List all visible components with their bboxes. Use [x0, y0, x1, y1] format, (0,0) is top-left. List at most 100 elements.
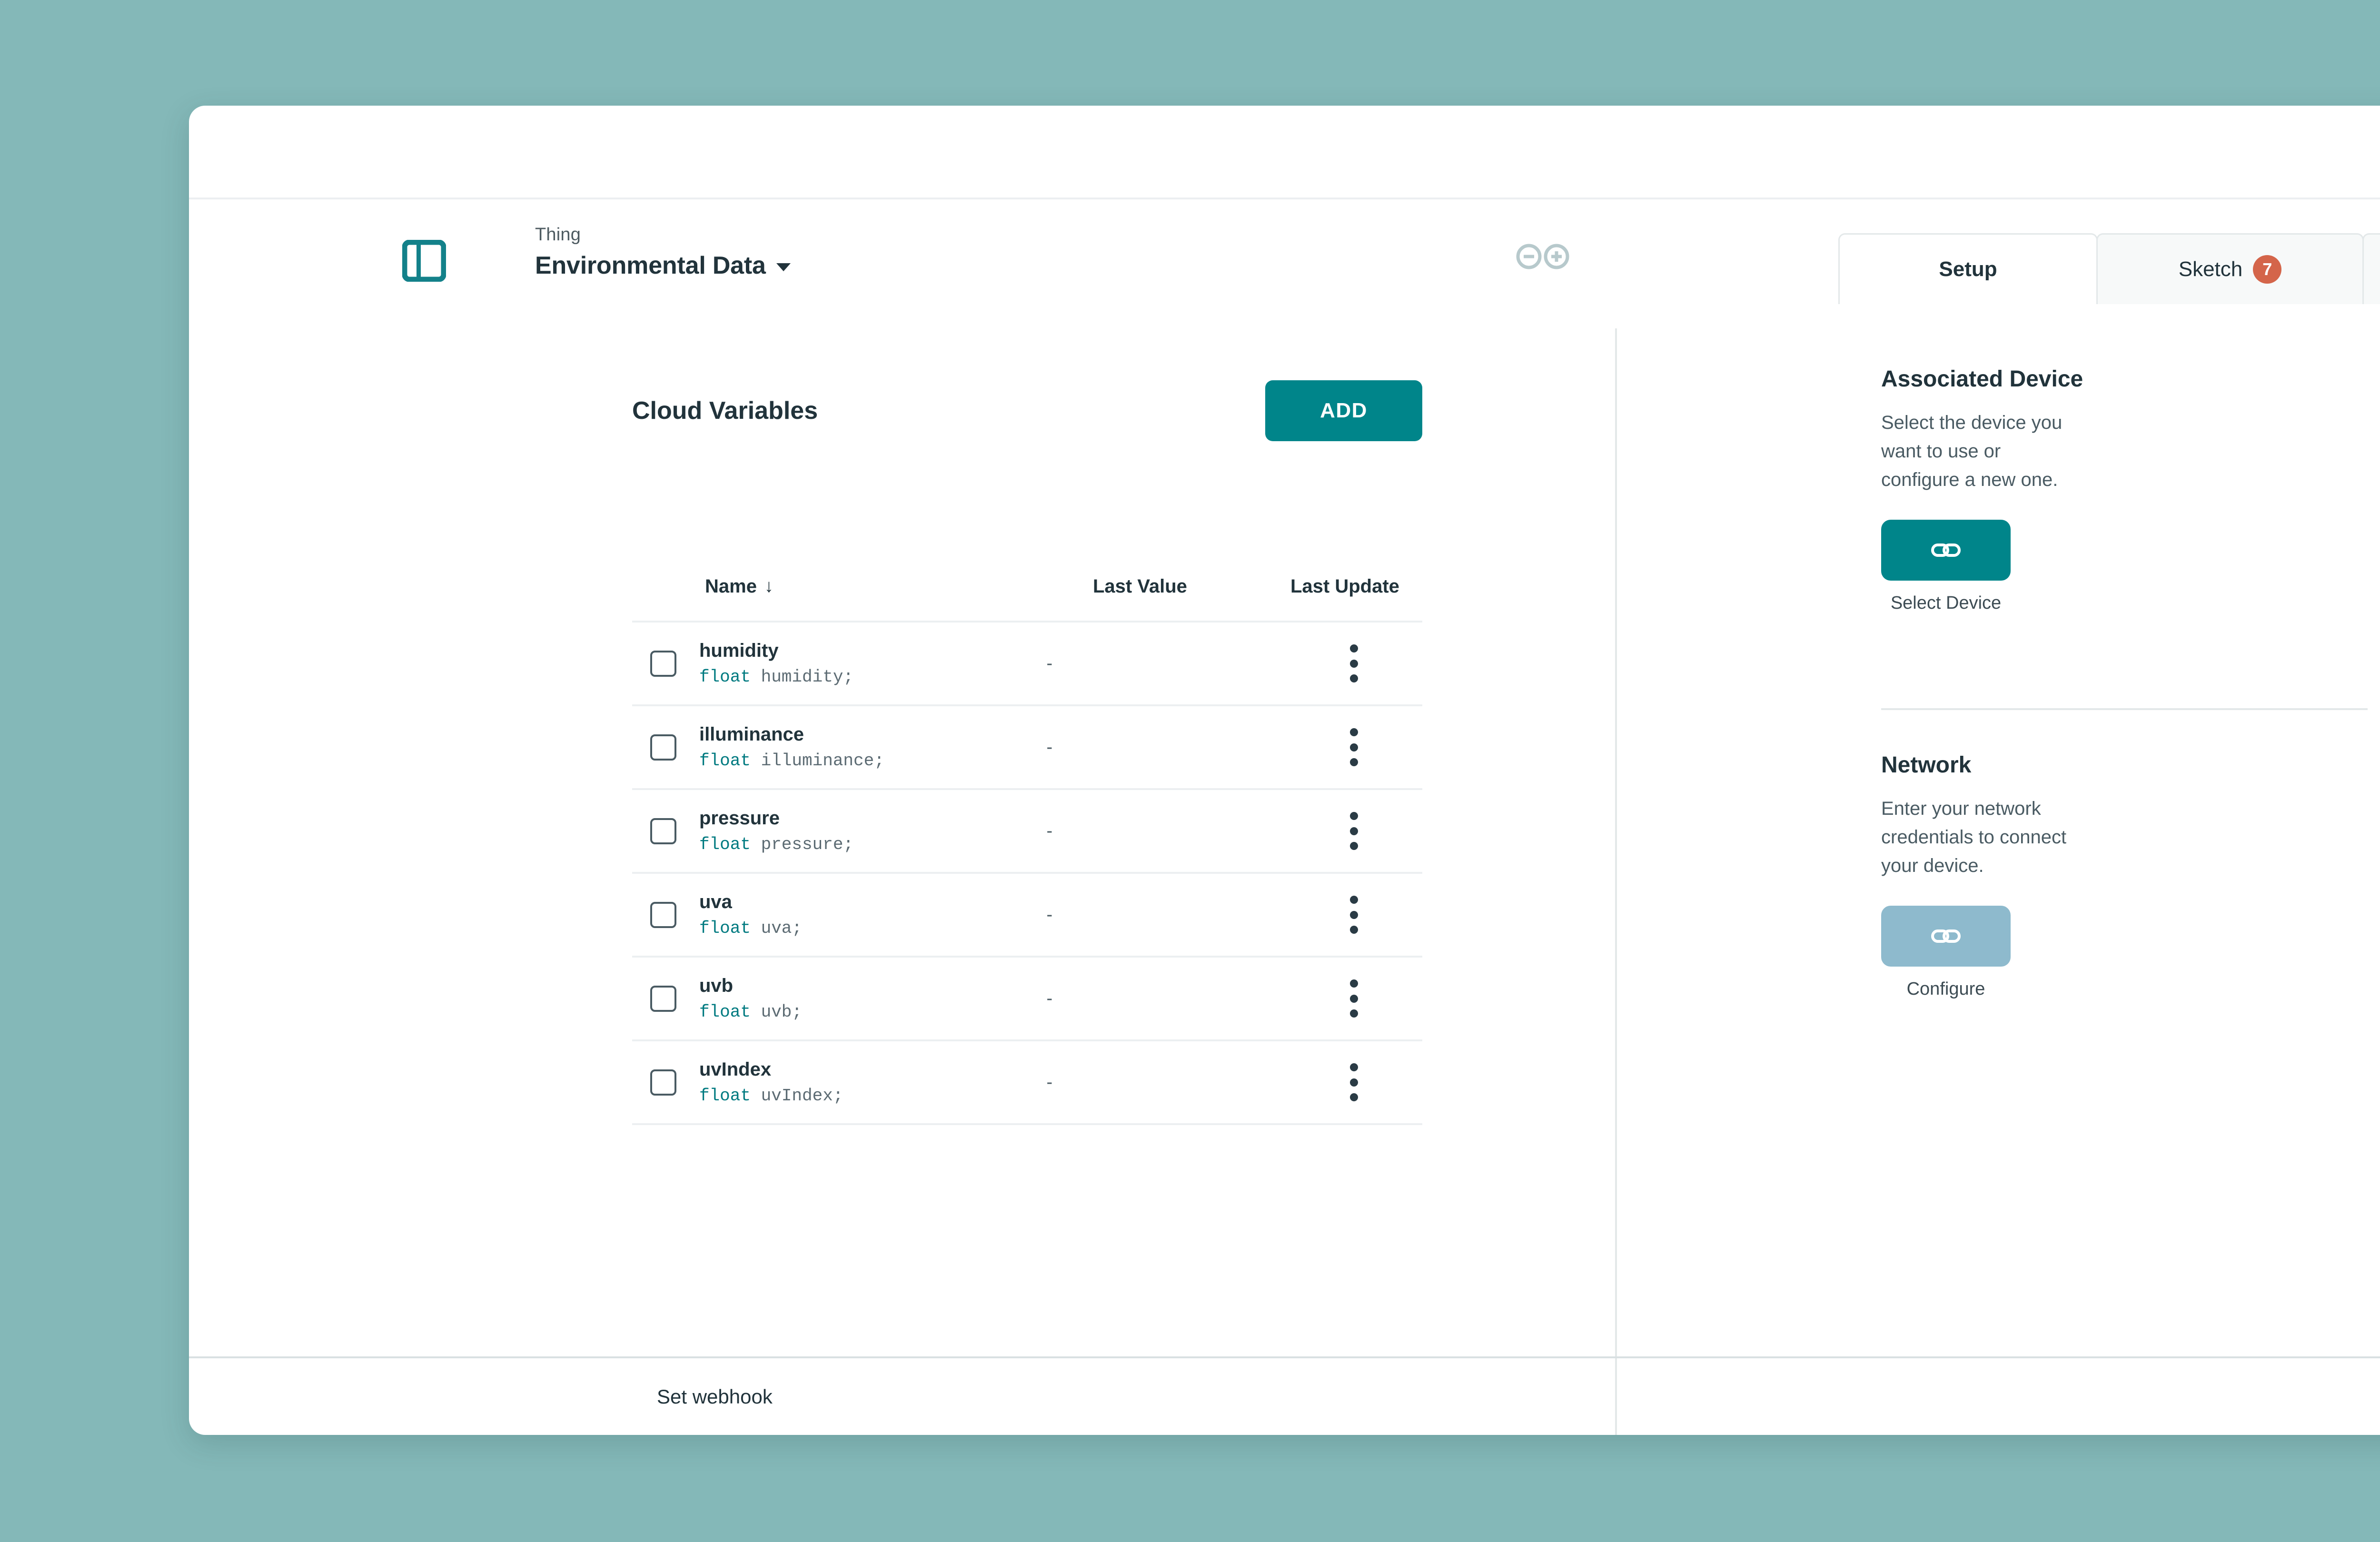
caret-down-icon: [776, 263, 791, 271]
kebab-menu-icon[interactable]: [1341, 725, 1366, 769]
variable-declaration: float humidity;: [699, 667, 1047, 687]
editor-footer: Set webhook: [189, 1356, 2380, 1435]
variable-name-cell[interactable]: uvIndex float uvIndex;: [699, 1058, 1047, 1106]
variable-name-cell[interactable]: uvb float uvb;: [699, 974, 1047, 1022]
cloud-variables-header: Cloud Variables ADD: [632, 380, 1422, 441]
variable-declaration: float pressure;: [699, 834, 1047, 855]
cloud-variables-title: Cloud Variables: [632, 397, 818, 425]
kebab-menu-icon[interactable]: [1341, 809, 1366, 853]
row-checkbox[interactable]: [650, 901, 676, 928]
variable-name: uva: [699, 891, 732, 913]
cloud-variables-table: Name ↓ Last Value Last Update humidity f…: [632, 552, 1422, 1125]
setup-side-pane: Associated Device Select the device you …: [1617, 201, 2380, 1356]
thing-name-selector[interactable]: Environmental Data: [535, 251, 791, 280]
variable-type: float: [699, 919, 751, 939]
table-row: humidity float humidity; -: [632, 623, 1422, 706]
main-tabs: Setup Sketch 7 Metadata: [1838, 233, 2380, 306]
column-header-name[interactable]: Name ↓: [705, 576, 1093, 597]
variable-type: float: [699, 1002, 751, 1022]
cloud-variables-pane: Cloud Variables ADD Name ↓ Last Value La…: [189, 201, 1615, 1356]
tab-sketch-label: Sketch: [2178, 257, 2243, 281]
editor-body: Cloud Variables ADD Name ↓ Last Value La…: [189, 201, 2380, 1435]
network-description: Enter your network credentials to connec…: [1881, 798, 2067, 876]
configure-network-button[interactable]: [1881, 906, 2011, 967]
variable-decl-tail: illuminance;: [750, 751, 884, 771]
kebab-menu-icon[interactable]: [1341, 1060, 1366, 1104]
tab-setup[interactable]: Setup: [1838, 233, 2098, 306]
table-row: uvb float uvb; -: [632, 958, 1422, 1041]
variable-name: uvb: [699, 975, 734, 997]
variable-name-cell[interactable]: illuminance float illuminance;: [699, 723, 1047, 771]
variable-decl-tail: uvIndex;: [750, 1086, 843, 1106]
row-actions-cell: [1341, 642, 1422, 685]
table-header-row: Name ↓ Last Value Last Update: [632, 552, 1422, 623]
table-row: uva float uva; -: [632, 874, 1422, 958]
variable-decl-tail: uva;: [750, 919, 803, 939]
row-select-cell: [632, 818, 699, 844]
table-row: illuminance float illuminance; -: [632, 706, 1422, 790]
sort-descending-icon: ↓: [764, 576, 774, 596]
variable-type: float: [699, 835, 751, 855]
variable-name-cell[interactable]: pressure float pressure;: [699, 807, 1047, 855]
add-variable-button[interactable]: ADD: [1265, 380, 1422, 441]
row-actions-cell: [1341, 893, 1422, 937]
associated-device-action: Select Device: [1881, 520, 2380, 613]
kebab-menu-icon[interactable]: [1341, 977, 1366, 1020]
page-title: Environmental Data: [535, 251, 766, 279]
row-checkbox[interactable]: [650, 985, 676, 1012]
variable-declaration: float uva;: [699, 918, 1047, 939]
row-select-cell: [632, 985, 699, 1012]
thing-editor-window: Thing Environmental Data Setup Sketch 7 …: [189, 106, 2380, 1435]
sidebar-panel-icon[interactable]: [402, 240, 446, 282]
network-panel: Network Enter your network credentials t…: [1881, 752, 2380, 999]
network-action: Configure: [1881, 906, 2380, 999]
kebab-menu-icon[interactable]: [1341, 893, 1366, 937]
row-actions-cell: [1341, 977, 1422, 1020]
network-title: Network: [1881, 752, 1972, 778]
associated-device-title: Associated Device: [1881, 366, 2083, 392]
row-actions-cell: [1341, 809, 1422, 853]
variable-name: pressure: [699, 808, 780, 829]
row-select-cell: [632, 734, 699, 761]
last-value-cell: -: [1046, 737, 1053, 757]
table-row: pressure float pressure; -: [632, 790, 1422, 874]
link-chain-icon: [1931, 541, 1961, 560]
variable-decl-tail: humidity;: [750, 667, 854, 687]
set-webhook-link[interactable]: Set webhook: [657, 1385, 773, 1408]
last-value-cell: -: [1046, 653, 1053, 673]
variable-name: humidity: [699, 640, 779, 662]
tab-setup-label: Setup: [1939, 257, 1997, 281]
select-device-button[interactable]: [1881, 520, 2011, 581]
variable-type: float: [699, 1086, 751, 1106]
variable-name-cell[interactable]: humidity float humidity;: [699, 639, 1047, 687]
side-panel-divider: [1881, 708, 2368, 710]
kebab-menu-icon[interactable]: [1341, 642, 1366, 685]
row-actions-cell: [1341, 1060, 1422, 1104]
variable-type: float: [699, 667, 751, 687]
column-header-last-value: Last Value: [1093, 575, 1187, 597]
row-select-cell: [632, 650, 699, 677]
sketch-count-badge: 7: [2253, 255, 2282, 284]
column-header-last-update: Last Update: [1290, 575, 1399, 597]
configure-network-label: Configure: [1906, 979, 1985, 999]
row-checkbox[interactable]: [650, 650, 676, 677]
last-value-cell: -: [1046, 820, 1053, 841]
row-checkbox[interactable]: [650, 1069, 676, 1096]
row-select-cell: [632, 1069, 699, 1096]
select-device-label: Select Device: [1890, 593, 2002, 613]
associated-device-panel: Associated Device Select the device you …: [1881, 366, 2380, 613]
thing-kicker-label: Thing: [535, 225, 581, 245]
row-actions-cell: [1341, 725, 1422, 769]
arduino-infinity-logo: [1514, 243, 1571, 270]
row-checkbox[interactable]: [650, 818, 676, 844]
tab-sketch[interactable]: Sketch 7: [2096, 233, 2364, 304]
tab-metadata[interactable]: Metadata: [2362, 233, 2380, 304]
link-chain-icon: [1931, 927, 1961, 946]
variable-name-cell[interactable]: uva float uva;: [699, 890, 1047, 939]
row-checkbox[interactable]: [650, 734, 676, 761]
variable-declaration: float uvb;: [699, 1002, 1047, 1022]
variable-declaration: float uvIndex;: [699, 1086, 1047, 1106]
thing-breadcrumb: Thing Environmental Data: [535, 224, 791, 280]
variable-decl-tail: pressure;: [750, 835, 854, 855]
column-header-name-label: Name: [705, 575, 757, 597]
